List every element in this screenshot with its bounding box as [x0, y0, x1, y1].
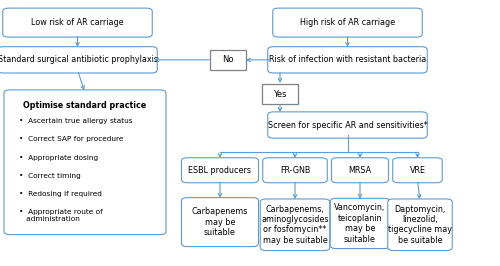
FancyBboxPatch shape: [263, 158, 327, 183]
Text: VRE: VRE: [410, 166, 426, 175]
FancyBboxPatch shape: [182, 198, 258, 247]
FancyBboxPatch shape: [0, 47, 157, 73]
Text: Vancomycin,
teicoplanin
may be
suitable: Vancomycin, teicoplanin may be suitable: [334, 203, 386, 244]
Text: FR-GNB: FR-GNB: [280, 166, 310, 175]
Text: High risk of AR carriage: High risk of AR carriage: [300, 18, 395, 27]
Text: Risk of infection with resistant bacteria: Risk of infection with resistant bacteri…: [269, 55, 426, 64]
FancyBboxPatch shape: [182, 158, 258, 183]
Text: Yes: Yes: [273, 90, 287, 99]
FancyBboxPatch shape: [330, 198, 390, 248]
Text: •  Appropriate dosing: • Appropriate dosing: [19, 155, 98, 161]
Text: Screen for specific AR and sensitivities*: Screen for specific AR and sensitivities…: [268, 120, 428, 130]
FancyBboxPatch shape: [4, 90, 166, 235]
FancyBboxPatch shape: [268, 112, 427, 138]
FancyBboxPatch shape: [332, 158, 388, 183]
FancyBboxPatch shape: [272, 8, 422, 37]
FancyBboxPatch shape: [393, 158, 442, 183]
FancyBboxPatch shape: [260, 199, 330, 251]
FancyBboxPatch shape: [262, 85, 298, 105]
FancyBboxPatch shape: [268, 47, 427, 73]
Text: •  Ascertain true allergy status: • Ascertain true allergy status: [19, 118, 132, 124]
Text: •  Correct SAP for procedure: • Correct SAP for procedure: [19, 136, 124, 143]
Text: •  Appropriate route of
   administration: • Appropriate route of administration: [19, 209, 103, 222]
Text: Low risk of AR carriage: Low risk of AR carriage: [31, 18, 124, 27]
FancyBboxPatch shape: [210, 50, 246, 70]
Text: Standard surgical antibiotic prophylaxis: Standard surgical antibiotic prophylaxis: [0, 55, 158, 64]
FancyBboxPatch shape: [2, 8, 152, 37]
Text: ESBL producers: ESBL producers: [188, 166, 252, 175]
Text: •  Correct timing: • Correct timing: [19, 173, 81, 179]
Text: Carbapenems,
aminoglycosides
or fosfomycin**
may be suitable: Carbapenems, aminoglycosides or fosfomyc…: [261, 205, 329, 245]
Text: MRSA: MRSA: [348, 166, 372, 175]
FancyBboxPatch shape: [388, 199, 452, 251]
Text: Optimise standard practice: Optimise standard practice: [24, 101, 146, 110]
Text: No: No: [222, 55, 233, 64]
Text: Daptomycin,
linezolid,
tigecycline may
be suitable: Daptomycin, linezolid, tigecycline may b…: [388, 205, 452, 245]
Text: Carbapenems
may be
suitable: Carbapenems may be suitable: [192, 207, 248, 237]
Text: •  Redosing if required: • Redosing if required: [19, 191, 102, 197]
